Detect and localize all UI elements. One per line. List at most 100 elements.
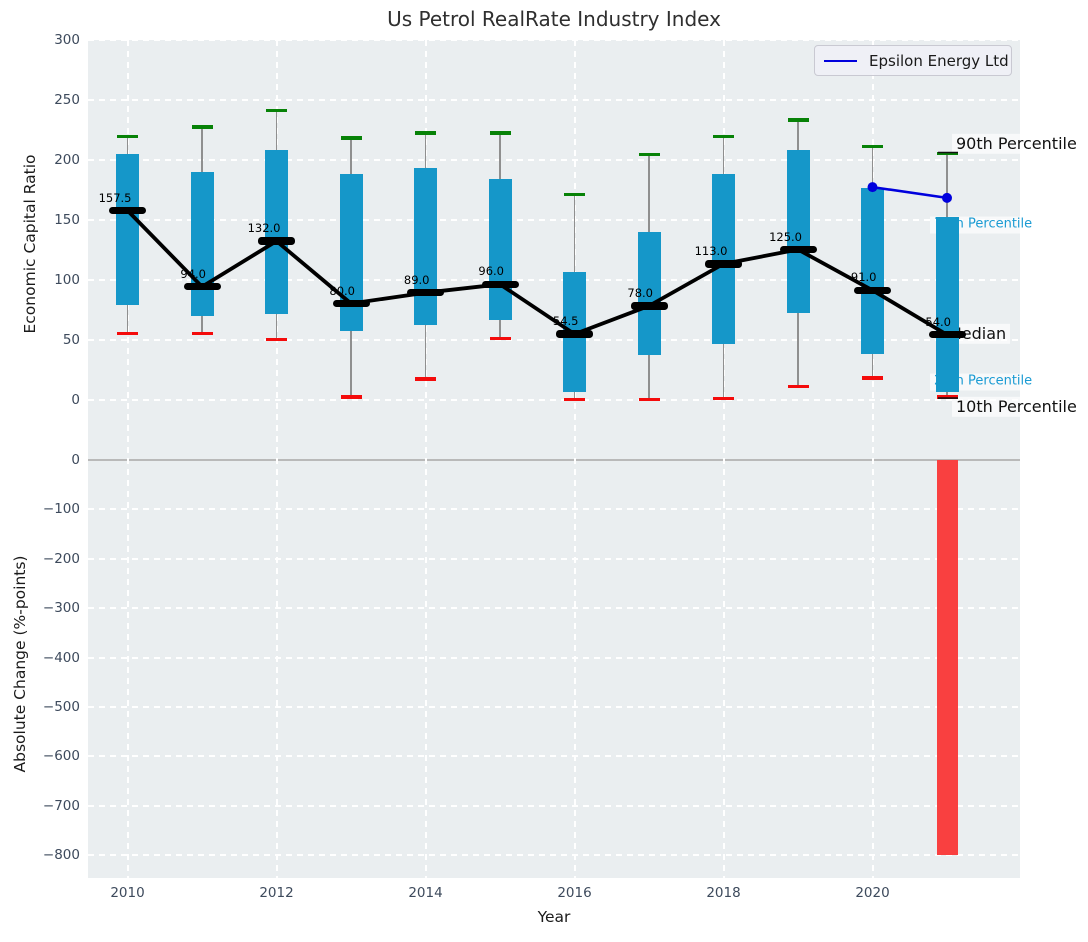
p10-cap-2013 — [340, 395, 362, 399]
p90-cap-2010 — [117, 134, 138, 139]
gridline-top-200 — [88, 158, 1020, 161]
ytick-bottom-−300: −300 — [42, 600, 80, 617]
gridline-top-0 — [88, 398, 1020, 401]
box-2013 — [339, 173, 363, 332]
p90-cap-2021 — [936, 151, 958, 156]
median-label-2015: 96.0 — [478, 264, 504, 279]
gridline-year-2016 — [573, 40, 576, 878]
median-label-2019: 125.0 — [769, 229, 802, 244]
p90-cap-2016 — [564, 192, 585, 197]
gridline-bottom-−500 — [88, 705, 1020, 708]
median-label-2021: 54.0 — [925, 314, 951, 329]
p10-cap-2012 — [266, 337, 287, 342]
box-2011 — [190, 171, 214, 316]
legend-label: Epsilon Energy Ltd — [869, 51, 1009, 70]
median-marker-2015 — [481, 280, 519, 289]
ytick-bottom-−400: −400 — [42, 649, 80, 666]
ytick-top-100: 100 — [54, 271, 80, 288]
xtick-2014: 2014 — [408, 885, 443, 901]
gridline-bottom-−300 — [88, 607, 1020, 610]
gridline-year-2010 — [126, 40, 129, 878]
median-marker-2018 — [705, 260, 742, 268]
ytick-bottom-0: 0 — [71, 452, 80, 468]
ytick-top-300: 300 — [54, 31, 80, 48]
p10-cap-2016 — [564, 397, 585, 402]
ytick-top-50: 50 — [62, 331, 80, 348]
annotation-90th-percentile: 90th Percentile — [952, 133, 1081, 155]
median-marker-2010 — [109, 206, 146, 215]
gridline-top-250 — [88, 98, 1020, 101]
p10-cap-2021 — [936, 395, 958, 399]
p90-cap-2020 — [862, 144, 883, 149]
gridline-bottom-−700 — [88, 804, 1020, 807]
ytick-bottom-−700: −700 — [42, 797, 80, 814]
ytick-top-150: 150 — [54, 211, 80, 228]
ytick-bottom-−800: −800 — [42, 847, 80, 863]
box-2010 — [116, 153, 139, 305]
median-marker-2014 — [407, 288, 444, 297]
p90-cap-2012 — [266, 108, 287, 113]
ytick-bottom-−600: −600 — [42, 748, 80, 765]
xtick-2020: 2020 — [855, 885, 890, 901]
xtick-2018: 2018 — [706, 885, 741, 901]
ytick-bottom-−500: −500 — [42, 698, 80, 715]
zero-line — [88, 459, 1020, 461]
median-label-2020: 91.0 — [850, 270, 877, 285]
annotation-10th-percentile: 10th Percentile — [952, 396, 1081, 418]
xtick-2010: 2010 — [110, 885, 145, 901]
legend-line-swatch — [824, 59, 857, 62]
top-y-axis-label: Economic Capital Ratio — [21, 154, 39, 334]
ytick-top-200: 200 — [54, 151, 80, 168]
change-bar-2021 — [936, 460, 958, 855]
x-axis-label: Year — [537, 908, 571, 926]
p10-cap-2011 — [191, 331, 213, 336]
box-2021 — [935, 217, 959, 393]
median-marker-2019 — [779, 245, 817, 254]
p10-cap-2015 — [489, 336, 511, 341]
box-2018 — [712, 173, 735, 345]
ytick-top-250: 250 — [54, 91, 80, 108]
ytick-bottom-−100: −100 — [42, 501, 80, 518]
p90-cap-2017 — [638, 152, 660, 157]
p90-cap-2015 — [489, 131, 511, 135]
median-marker-2013 — [332, 299, 370, 308]
gridline-bottom-−400 — [88, 656, 1020, 659]
legend: Epsilon Energy Ltd — [814, 45, 1012, 76]
gridline-top-50 — [88, 338, 1020, 341]
p10-cap-2017 — [638, 397, 660, 402]
p10-cap-2014 — [415, 377, 436, 381]
p10-cap-2010 — [117, 331, 138, 336]
median-marker-2020 — [854, 286, 891, 295]
p90-cap-2014 — [415, 131, 436, 135]
median-label-2014: 89.0 — [403, 272, 430, 287]
xtick-2016: 2016 — [557, 885, 592, 901]
ytick-bottom-−200: −200 — [42, 550, 80, 567]
xtick-2012: 2012 — [259, 885, 294, 901]
median-label-2016: 54.5 — [552, 314, 579, 329]
chart-title: Us Petrol RealRate Industry Index — [387, 7, 721, 31]
bottom-panel — [88, 450, 1020, 878]
median-marker-2016 — [556, 330, 593, 338]
gridline-top-300 — [88, 38, 1020, 41]
p10-cap-2019 — [787, 384, 809, 389]
p90-cap-2018 — [713, 134, 734, 139]
median-label-2018: 113.0 — [694, 243, 728, 258]
gridline-bottom-−800 — [88, 854, 1020, 856]
ytick-top-0: 0 — [71, 391, 80, 408]
p90-cap-2011 — [191, 125, 213, 129]
median-label-2012: 132.0 — [247, 221, 281, 236]
gridline-year-2018 — [722, 40, 725, 878]
p10-cap-2020 — [862, 376, 883, 380]
median-marker-2012 — [258, 237, 295, 245]
box-2015 — [488, 178, 512, 321]
median-label-2017: 78.0 — [627, 285, 653, 300]
gridline-bottom-−200 — [88, 557, 1020, 560]
gridline-bottom-−100 — [88, 508, 1020, 511]
box-2014 — [414, 167, 437, 326]
median-label-2010: 157.5 — [98, 190, 132, 205]
gridline-bottom-−600 — [88, 755, 1020, 758]
p90-cap-2019 — [787, 118, 809, 122]
